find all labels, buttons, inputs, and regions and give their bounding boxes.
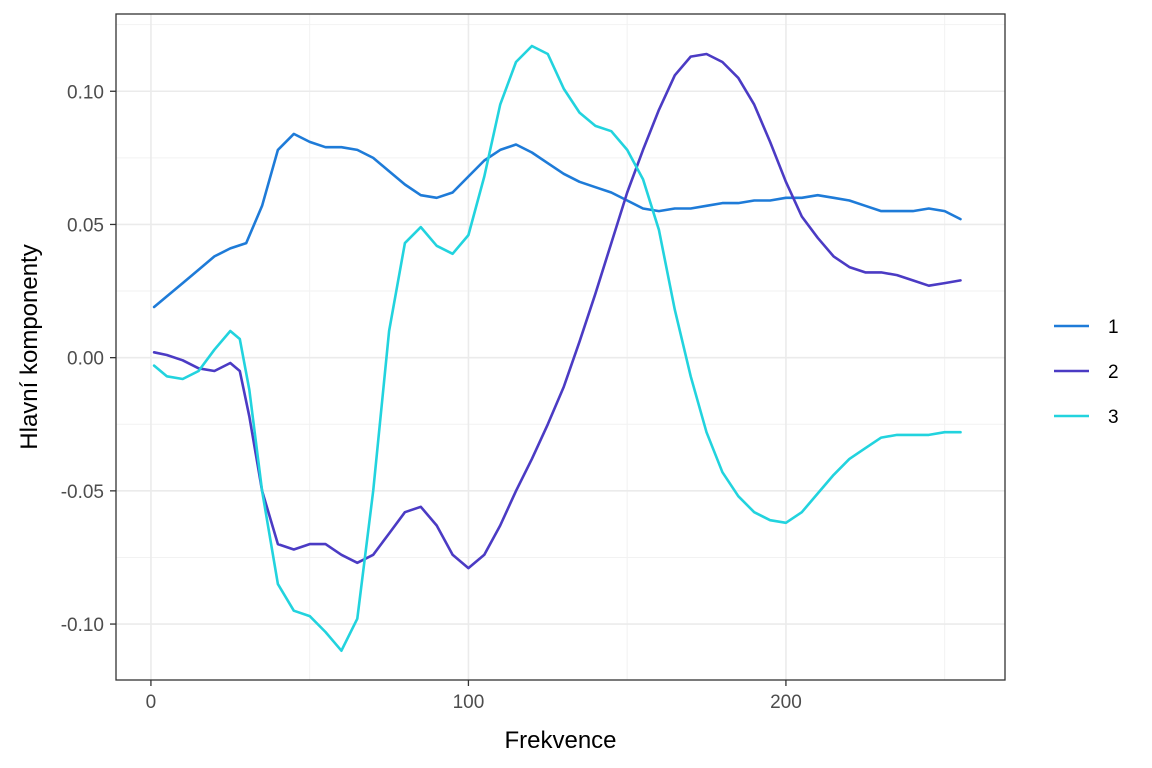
x-tick-label: 0 — [146, 692, 157, 713]
plot-panel-border — [115, 13, 1006, 681]
x-tick-label: 200 — [770, 692, 802, 713]
y-tick-label: -0.10 — [61, 615, 104, 636]
grid-major-lines — [116, 14, 1005, 680]
legend-label-2: 2 — [1108, 362, 1119, 383]
series-line-2 — [152, 52, 962, 570]
x-axis-title: Frekvence — [504, 727, 616, 754]
y-tick-label: 0.00 — [67, 349, 104, 370]
x-axis: 0 100 200 — [146, 680, 802, 713]
series-line-1 — [152, 132, 962, 309]
y-tick-label: -0.05 — [61, 482, 104, 503]
grid-minor-lines — [116, 14, 1005, 680]
x-tick-label: 100 — [453, 692, 485, 713]
series-lines — [152, 44, 962, 652]
y-tick-label: 0.05 — [67, 215, 104, 236]
legend-label-1: 1 — [1108, 317, 1119, 338]
legend-label-3: 3 — [1108, 407, 1119, 428]
y-axis: -0.10 -0.05 0.00 0.05 0.10 — [61, 82, 116, 636]
y-axis-title: Hlavní komponenty — [16, 244, 43, 449]
y-tick-label: 0.10 — [67, 82, 104, 103]
series-line-3 — [152, 44, 962, 652]
legend: 1 2 3 — [1054, 317, 1119, 428]
